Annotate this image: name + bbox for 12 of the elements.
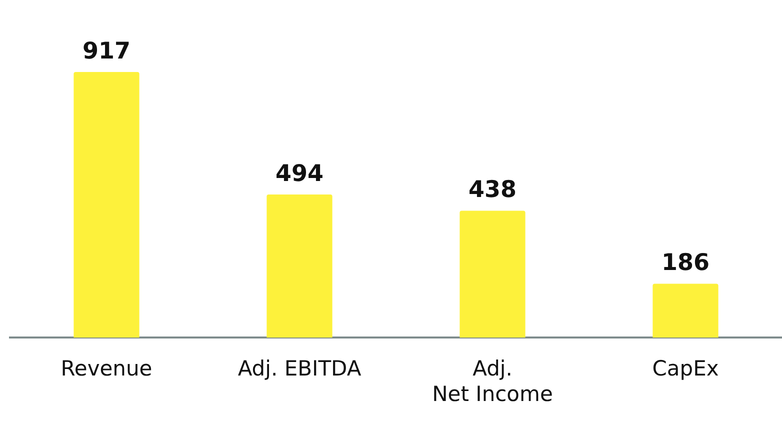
x-tick-label: Adj. Net Income — [432, 356, 553, 406]
bar — [460, 210, 526, 338]
data-label: 186 — [661, 250, 710, 276]
bar — [266, 194, 332, 338]
data-label: 494 — [275, 161, 324, 188]
bar — [74, 72, 140, 338]
x-tick-label: Adj. EBITDA — [238, 356, 362, 381]
data-label: 438 — [468, 177, 517, 204]
x-tick-label: CapEx — [652, 356, 719, 381]
bar — [652, 284, 718, 338]
x-tick-label: Revenue — [60, 356, 152, 381]
data-label: 917 — [82, 38, 131, 65]
